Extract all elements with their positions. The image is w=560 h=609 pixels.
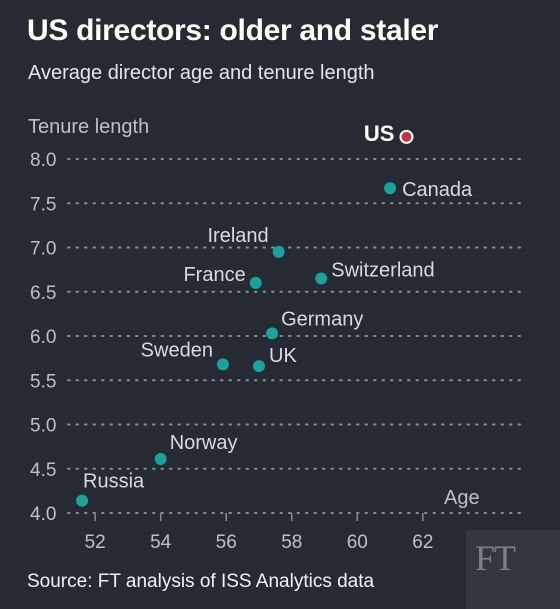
y-tick-label: 7.0: [30, 239, 56, 260]
chart-title: US directors: older and staler: [27, 14, 439, 47]
svg-text:FT: FT: [475, 538, 516, 578]
x-tick-label: 56: [216, 532, 237, 553]
y-axis-label: Tenure length: [28, 116, 149, 138]
data-points: US Canada Ireland France Switzerland Germany S…: [76, 121, 473, 507]
point-germany: [266, 327, 279, 340]
y-tick-label: 7.5: [30, 194, 56, 215]
point-france: [249, 276, 262, 289]
point-us: [399, 129, 414, 144]
x-axis-ticks: 52 54 56 58 60 62: [85, 513, 433, 553]
point-label-uk: UK: [269, 345, 297, 367]
point-label-russia: Russia: [83, 471, 145, 493]
y-tick-label: 5.0: [30, 416, 56, 437]
x-tick-label: 58: [281, 532, 302, 553]
ft-logo-icon: FT: [466, 530, 560, 609]
point-label-france: France: [183, 264, 245, 286]
point-label-us: US: [364, 121, 395, 146]
point-label-norway: Norway: [170, 432, 238, 454]
point-ireland: [272, 245, 285, 258]
x-tick-label: 60: [347, 532, 368, 553]
x-axis-label: Age: [444, 487, 480, 509]
x-tick-label: 54: [150, 532, 172, 553]
point-switzerland: [315, 272, 328, 285]
y-tick-label: 5.5: [30, 371, 56, 392]
y-tick-label: 6.0: [30, 327, 56, 348]
point-sweden: [216, 358, 229, 371]
point-norway: [154, 453, 167, 466]
point-label-canada: Canada: [402, 179, 473, 201]
point-label-sweden: Sweden: [141, 339, 213, 361]
point-label-ireland: Ireland: [208, 225, 269, 247]
gridlines: [67, 158, 521, 514]
y-tick-label: 4.5: [30, 460, 56, 481]
y-tick-label: 6.5: [30, 283, 56, 304]
y-axis-ticks: 4.0 4.5 5.0 5.5 6.0 6.5 7.0 7.5 8.0: [30, 150, 56, 525]
x-tick-label: 52: [85, 532, 106, 553]
x-tick-label: 62: [412, 532, 433, 553]
y-tick-label: 8.0: [30, 150, 56, 171]
point-label-germany: Germany: [281, 308, 363, 330]
point-russia: [76, 494, 89, 507]
y-tick-label: 4.0: [30, 504, 56, 525]
chart-subtitle: Average director age and tenure length: [28, 62, 375, 84]
scatter-chart: 4.0 4.5 5.0 5.5 6.0 6.5 7.0 7.5 8.0 52 54 56 58 60 62…: [28, 116, 521, 553]
point-uk: [253, 360, 265, 373]
point-canada: [384, 182, 397, 195]
source-note: Source: FT analysis of ISS Analytics dat…: [27, 571, 375, 592]
point-label-switzerland: Switzerland: [331, 259, 434, 281]
